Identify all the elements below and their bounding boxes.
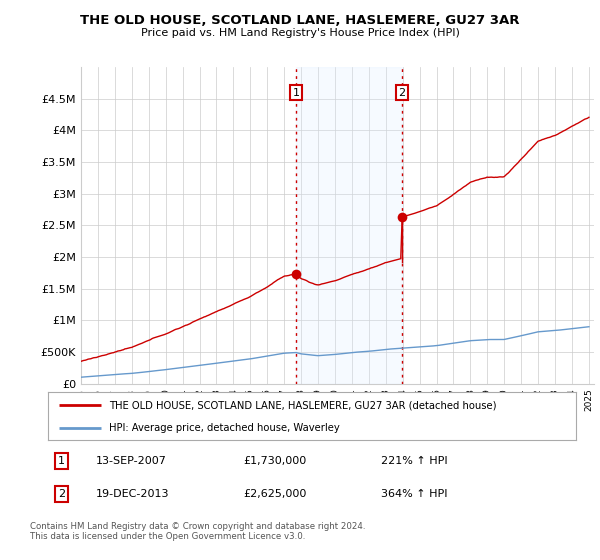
Text: £1,730,000: £1,730,000 [244, 456, 307, 466]
Text: 364% ↑ HPI: 364% ↑ HPI [380, 489, 447, 499]
Text: £2,625,000: £2,625,000 [244, 489, 307, 499]
Text: 13-SEP-2007: 13-SEP-2007 [95, 456, 166, 466]
Bar [296, 67, 402, 384]
Text: 2: 2 [58, 489, 65, 499]
Text: 1: 1 [293, 87, 299, 97]
Text: Price paid vs. HM Land Registry's House Price Index (HPI): Price paid vs. HM Land Registry's House … [140, 28, 460, 38]
Text: Contains HM Land Registry data © Crown copyright and database right 2024.
This d: Contains HM Land Registry data © Crown c… [30, 522, 365, 542]
Text: 2: 2 [398, 87, 406, 97]
Text: HPI: Average price, detached house, Waverley: HPI: Average price, detached house, Wave… [109, 423, 340, 433]
Text: 19-DEC-2013: 19-DEC-2013 [95, 489, 169, 499]
Text: THE OLD HOUSE, SCOTLAND LANE, HASLEMERE, GU27 3AR: THE OLD HOUSE, SCOTLAND LANE, HASLEMERE,… [80, 14, 520, 27]
Text: 1: 1 [58, 456, 65, 466]
Text: THE OLD HOUSE, SCOTLAND LANE, HASLEMERE, GU27 3AR (detached house): THE OLD HOUSE, SCOTLAND LANE, HASLEMERE,… [109, 400, 496, 410]
Text: 221% ↑ HPI: 221% ↑ HPI [380, 456, 447, 466]
